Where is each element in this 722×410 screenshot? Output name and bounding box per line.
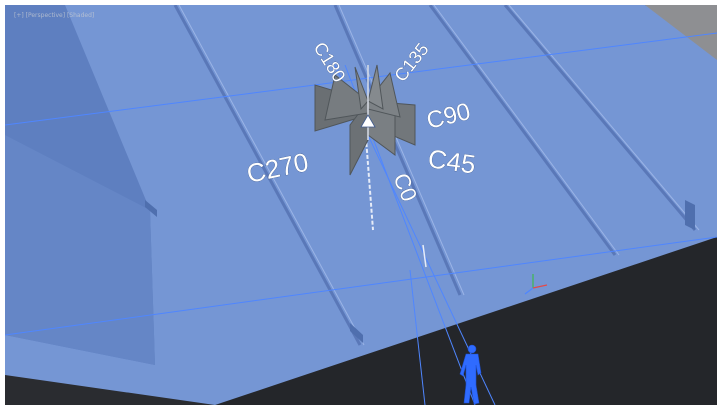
- angle-label-c45: C45: [426, 143, 477, 179]
- batten-right: [685, 200, 695, 230]
- light-direction-arrow-icon: [360, 114, 376, 128]
- photometric-web[interactable]: [314, 64, 416, 176]
- 3d-viewport[interactable]: C0 C45 C90 C135 C180 C270 [+] [Perspecti…: [5, 5, 717, 405]
- roof-rib-highlights: [178, 5, 700, 346]
- light-target-end: [422, 244, 427, 268]
- roof-surface[interactable]: [5, 5, 717, 405]
- roof-left-face: [5, 135, 155, 365]
- roof-bottom-shadow: [5, 375, 215, 405]
- viewport-label[interactable]: [+] [Perspective] [Shaded]: [14, 12, 95, 19]
- axis-gizmo-icon: [524, 274, 548, 295]
- batten-left: [145, 200, 157, 217]
- roof-ribs: [173, 5, 697, 346]
- batten-center: [350, 323, 363, 343]
- viewport-canvas[interactable]: C0 C45 C90 C135 C180 C270: [5, 5, 717, 405]
- human-figure-icon[interactable]: [459, 344, 482, 405]
- light-target-line: [364, 124, 374, 231]
